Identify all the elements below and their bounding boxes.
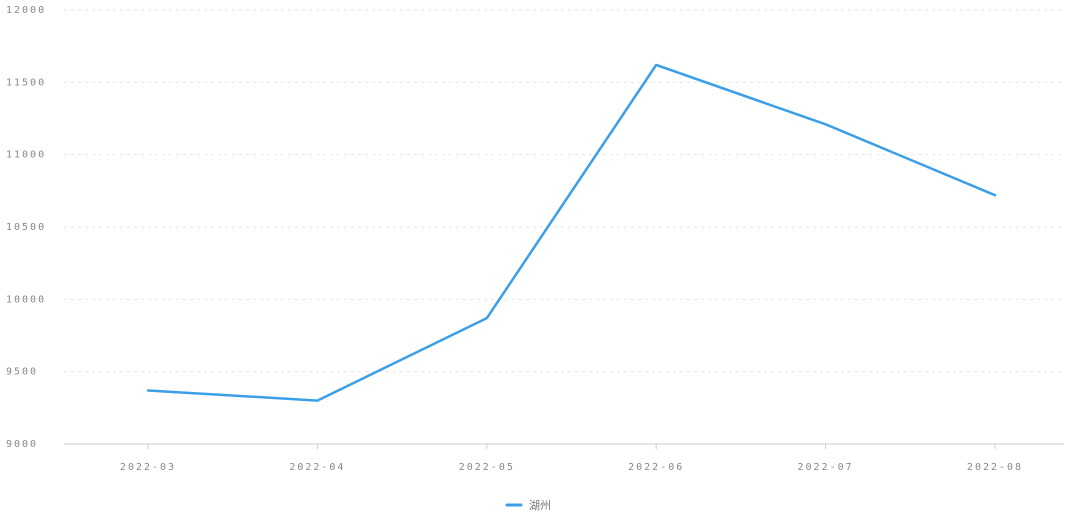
x-tick-label: 2022-04 [289, 462, 345, 473]
series-layer [146, 63, 997, 402]
x-axis: 2022-03 2022-04 2022-05 2022-06 2022-07 2022-… [64, 443, 1064, 473]
x-tick-label: 2022-07 [798, 462, 854, 473]
y-tick-label: 9500 [6, 367, 38, 378]
x-tick-label: 2022-05 [459, 462, 515, 473]
y-tick-label: 10500 [6, 222, 46, 233]
y-tick-label: 10000 [6, 294, 46, 305]
y-tick-label: 12000 [6, 5, 46, 16]
x-tick-label: 2022-06 [628, 462, 684, 473]
legend-label[interactable]: 湖州 [529, 499, 551, 512]
grid-lines [64, 9, 1064, 373]
y-axis-ticks: 9000 9500 10000 10500 11000 11500 12000 [6, 5, 46, 450]
x-tick-label: 2022-08 [967, 462, 1023, 473]
y-tick-label: 11000 [6, 150, 46, 161]
y-tick-label: 11500 [6, 77, 46, 88]
x-tick-label: 2022-03 [120, 462, 176, 473]
y-tick-label: 9000 [6, 439, 38, 450]
series-line[interactable] [146, 63, 997, 402]
legend[interactable]: 湖州 [505, 499, 551, 512]
